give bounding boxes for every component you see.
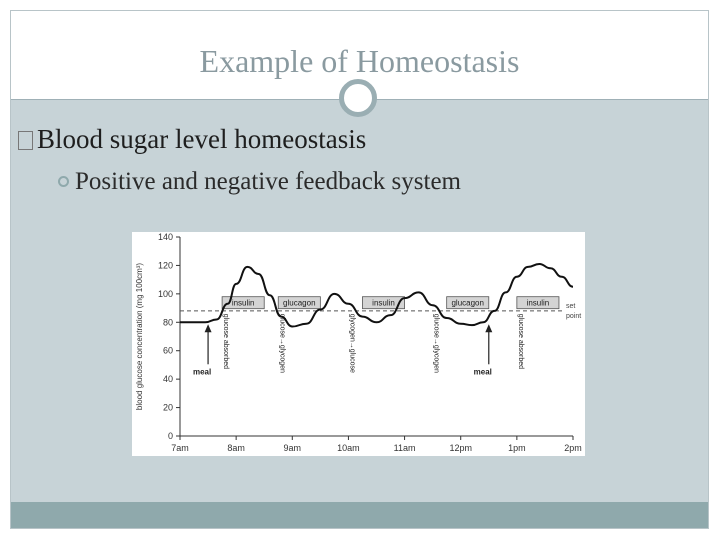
vertical-annotation: glucose→glycogen xyxy=(433,314,440,373)
set-point-label: set xyxy=(566,303,575,310)
footer-bar xyxy=(11,502,708,528)
vertical-annotation: glucose absorbed xyxy=(222,314,229,369)
hormone-box xyxy=(277,296,321,310)
circle-bullet-icon xyxy=(58,176,69,187)
hormone-box xyxy=(516,296,560,310)
y-tick-label: 80 xyxy=(163,317,173,327)
glucose-curve xyxy=(180,263,574,328)
bullet-text-blood-sugar: Blood sugar level homeostasis xyxy=(37,124,367,154)
hormone-label: insulin xyxy=(372,299,395,308)
y-tick-label: 140 xyxy=(158,232,173,242)
x-tick-label: 1pm xyxy=(508,443,526,453)
hormone-label: insulin xyxy=(527,299,550,308)
y-tick-label: 120 xyxy=(158,260,173,270)
glucose-chart-svg: 0 20 40 60 80 100 120 140 7am 8am 9am 10am 11am 12pm 1… xyxy=(135,232,582,453)
vertical-annotation: glucose absorbed xyxy=(517,314,524,369)
hormone-label: glucagon xyxy=(283,299,315,308)
hormone-label: glucagon xyxy=(451,299,483,308)
meal-arrowhead-icon xyxy=(204,324,212,333)
x-tick-label: 10am xyxy=(337,443,360,453)
y-tick-label: 40 xyxy=(163,374,173,384)
y-tick-label: 100 xyxy=(158,289,173,299)
hormone-label: insulin xyxy=(232,299,255,308)
x-tick-label: 12pm xyxy=(449,443,472,453)
vertical-annotation: glucose→glycogen xyxy=(278,314,285,373)
meal-label: meal xyxy=(474,367,492,376)
bullet-level-1: Blood sugar level homeostasis xyxy=(18,124,366,155)
x-tick-label: 9am xyxy=(284,443,302,453)
hormone-box xyxy=(446,296,490,310)
y-tick-label: 60 xyxy=(163,346,173,356)
x-tick-label: 11am xyxy=(394,443,416,453)
x-tick-label: 7am xyxy=(171,443,189,453)
slide-title: Example of Homeostasis xyxy=(199,43,520,79)
y-tick-label: 20 xyxy=(163,403,173,413)
x-tick-label: 2pm xyxy=(564,443,582,453)
slide-frame xyxy=(10,10,709,529)
bullet-text-feedback: Positive and negative feedback system xyxy=(75,168,461,195)
set-point-label: point xyxy=(566,313,581,320)
ring-ornament-icon xyxy=(339,79,377,117)
meal-label: meal xyxy=(193,367,211,376)
y-axis-label: blood glucose concentration (mg 100cm³) xyxy=(135,263,144,411)
vertical-annotation: glycogen→glucose xyxy=(348,314,355,373)
y-tick-label: 0 xyxy=(168,431,173,441)
x-tick-label: 8am xyxy=(227,443,245,453)
hormone-box xyxy=(362,296,405,310)
hormone-box xyxy=(221,296,265,310)
missing-glyph-box-icon xyxy=(18,131,33,150)
glucose-chart: 0 20 40 60 80 100 120 140 7am 8am 9am 10am 11am 12pm 1… xyxy=(132,232,585,456)
meal-arrowhead-icon xyxy=(485,324,493,333)
bullet-level-2: Positive and negative feedback system xyxy=(58,168,461,196)
